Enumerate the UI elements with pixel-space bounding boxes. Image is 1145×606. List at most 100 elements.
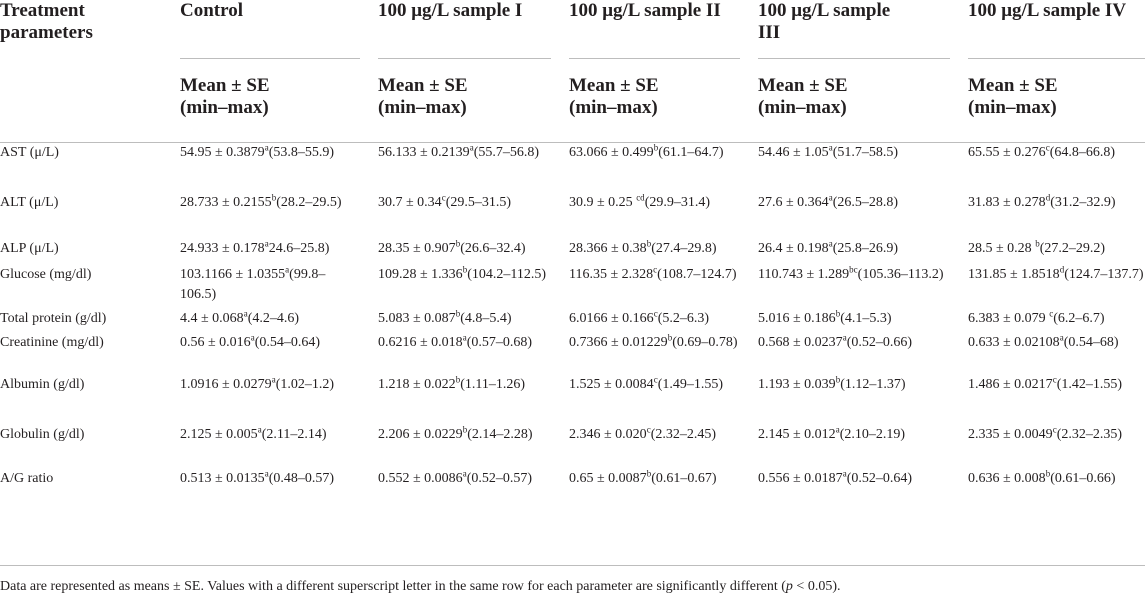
range-value: (1.12–1.37)	[840, 376, 906, 392]
footnote-text-after: < 0.05).	[792, 579, 841, 594]
range-value: (31.2–32.9)	[1050, 194, 1116, 210]
range-value: (105.36–113.2)	[857, 266, 944, 282]
range-value: (0.61–0.67)	[651, 470, 717, 486]
header-control: Control	[180, 0, 243, 21]
mean-se-value: 28.35 ± 0.907	[378, 240, 456, 256]
value-cell: 0.56 ± 0.016a(0.54–0.64)	[180, 332, 378, 375]
value-cell: 0.65 ± 0.0087b(0.61–0.67)	[569, 468, 758, 517]
parameter-cell: ALT (μ/L)	[0, 194, 59, 210]
mean-se-value: 5.083 ± 0.087	[378, 310, 456, 326]
value-cell: 2.145 ± 0.012a(2.10–2.19)	[758, 423, 968, 469]
range-value: (4.2–4.6)	[247, 310, 300, 326]
value-cell: 65.55 ± 0.276c(64.8–66.8)	[968, 143, 1145, 193]
subheader-empty	[0, 58, 180, 143]
table-footnote: Data are represented as means ± SE. Valu…	[0, 565, 1145, 596]
header-treatment-line1: Treatment	[0, 0, 85, 21]
significance-letter: a	[842, 467, 847, 478]
significance-letter: b	[646, 237, 652, 248]
mean-se-value: 54.46 ± 1.05	[758, 145, 829, 160]
mean-se-value: 131.85 ± 1.8518	[968, 266, 1060, 282]
range-value: (124.7–137.7)	[1064, 266, 1144, 282]
mean-se-value: 0.513 ± 0.0135	[180, 470, 265, 486]
mean-se-value: 0.65 ± 0.0087	[569, 470, 647, 486]
range-value: (26.5–28.8)	[832, 194, 899, 210]
significance-letter: a	[243, 307, 248, 318]
mean-se-value: 24.933 ± 0.178	[180, 240, 265, 256]
significance-letter: a	[285, 263, 290, 274]
significance-letter: c	[646, 423, 651, 434]
subheader-cell: Mean ± SE (min–max)	[569, 58, 758, 143]
mean-se-value: 109.28 ± 1.336	[378, 266, 463, 282]
range-value: (5.2–6.3)	[657, 310, 710, 326]
mean-se-value: 1.218 ± 0.022	[378, 376, 456, 392]
significance-letter: d	[1059, 263, 1065, 274]
footnote-text-before: Data are represented as means ± SE. Valu…	[0, 579, 786, 594]
range-value: (51.7–58.5)	[832, 145, 899, 160]
significance-letter: c	[1045, 142, 1050, 153]
value-cell: 0.513 ± 0.0135a(0.48–0.57)	[180, 467, 378, 517]
significance-letter: b	[271, 191, 277, 202]
value-cell: 0.552 ± 0.0086a(0.52–0.57)	[378, 467, 569, 517]
significance-letter: a	[828, 191, 833, 202]
subheader-cell: Mean ± SE (min–max)	[378, 58, 569, 143]
range-value: (1.42–1.55)	[1056, 376, 1123, 392]
significance-letter: a	[264, 467, 269, 478]
significance-letter: b	[462, 423, 468, 434]
mean-se-value: 6.0166 ± 0.166	[569, 310, 654, 326]
table-body: AST (μ/L) 54.95 ± 0.3879 a (53.8–55.9) 56.13…	[0, 143, 1145, 517]
value-cell: 63.066 ± 0.499b(61.1–64.7)	[569, 143, 758, 193]
mean-se-value: 56.133 ± 0.2139	[378, 145, 470, 160]
mean-se-value: 103.1166 ± 1.0355	[180, 266, 286, 282]
range-value: (53.8–55.9)	[268, 145, 335, 160]
value-cell: 0.556 ± 0.0187a(0.52–0.64)	[758, 467, 968, 517]
value-cell: 2.335 ± 0.0049c(2.32–2.35)	[968, 424, 1145, 469]
significance-letter: a	[462, 331, 467, 342]
significance-letter: b	[455, 237, 461, 248]
range-value: (99.8–106.5)	[180, 266, 326, 302]
value-cell: 2.346 ± 0.020c(2.32–2.45)	[569, 423, 758, 469]
significance-letter: c	[653, 263, 658, 274]
header-row: Treatment parameters Control 100 μg/L sa…	[0, 0, 1145, 58]
mean-se-value: 31.83 ± 0.278	[968, 194, 1046, 210]
range-value: (0.52–0.64)	[846, 470, 913, 486]
parameter-cell: Creatinine (mg/dl)	[0, 334, 104, 350]
significance-letter: c	[653, 373, 658, 384]
header-sample-2: 100 μg/L sample II	[569, 0, 721, 21]
parameter-cell: Total protein (g/dl)	[0, 310, 107, 326]
range-value: (2.14–2.28)	[467, 426, 533, 442]
significance-letter: a	[469, 142, 474, 153]
value-cell: 0.633 ± 0.02108a(0.54–68)	[968, 332, 1145, 375]
range-value: (4.8–5.4)	[460, 310, 512, 326]
value-cell: 0.568 ± 0.0237a(0.52–0.66)	[758, 332, 968, 375]
significance-letter: b	[653, 142, 659, 153]
data-table: Treatment parameters Control 100 μg/L sa…	[0, 0, 1145, 517]
subheader-mean-se: Mean ± SE	[378, 75, 468, 96]
range-value: (55.7–56.8)	[473, 145, 540, 160]
value-cell: 1.0916 ± 0.0279a(1.02–1.2)	[180, 373, 378, 425]
significance-letter: a	[462, 467, 467, 478]
value-cell: 26.4 ± 0.198a(25.8–26.9)	[758, 237, 968, 265]
subheader-cell: Mean ± SE (min–max)	[180, 58, 378, 143]
value-cell: 28.5 ± 0.28 b(27.2–29.2)	[968, 237, 1145, 265]
range-value: (2.32–2.35)	[1056, 426, 1123, 442]
mean-se-value: 0.633 ± 0.02108	[968, 334, 1060, 350]
value-cell: 5.016 ± 0.186b(4.1–5.3)	[758, 308, 968, 333]
significance-letter: cd	[636, 191, 645, 202]
table-row: ALP (μ/L) 24.933 ± 0.178a24.6–25.8) 28.35 …	[0, 237, 1145, 265]
significance-letter: a	[835, 423, 840, 434]
range-value: (2.10–2.19)	[839, 426, 906, 442]
table-row: Glucose (mg/dl) 103.1166 ± 1.0355a(99.8–1…	[0, 263, 1145, 309]
mean-se-value: 116.35 ± 2.328	[569, 266, 654, 282]
significance-letter: bc	[849, 263, 858, 274]
subheader-mean-se: Mean ± SE	[758, 75, 848, 96]
header-sample-4: 100 μg/L sample IV	[968, 0, 1127, 21]
significance-letter: a	[264, 237, 269, 248]
significance-letter: a	[828, 237, 833, 248]
significance-letter: b	[1035, 237, 1040, 248]
subheader-min-max: (min–max)	[180, 97, 269, 118]
subheader-cell: Mean ± SE (min–max)	[758, 58, 968, 143]
significance-letter: b	[667, 331, 673, 342]
mean-se-value: 54.95 ± 0.3879	[180, 145, 265, 160]
significance-letter: a	[271, 373, 276, 384]
parameter-cell: AST (μ/L)	[0, 145, 59, 160]
